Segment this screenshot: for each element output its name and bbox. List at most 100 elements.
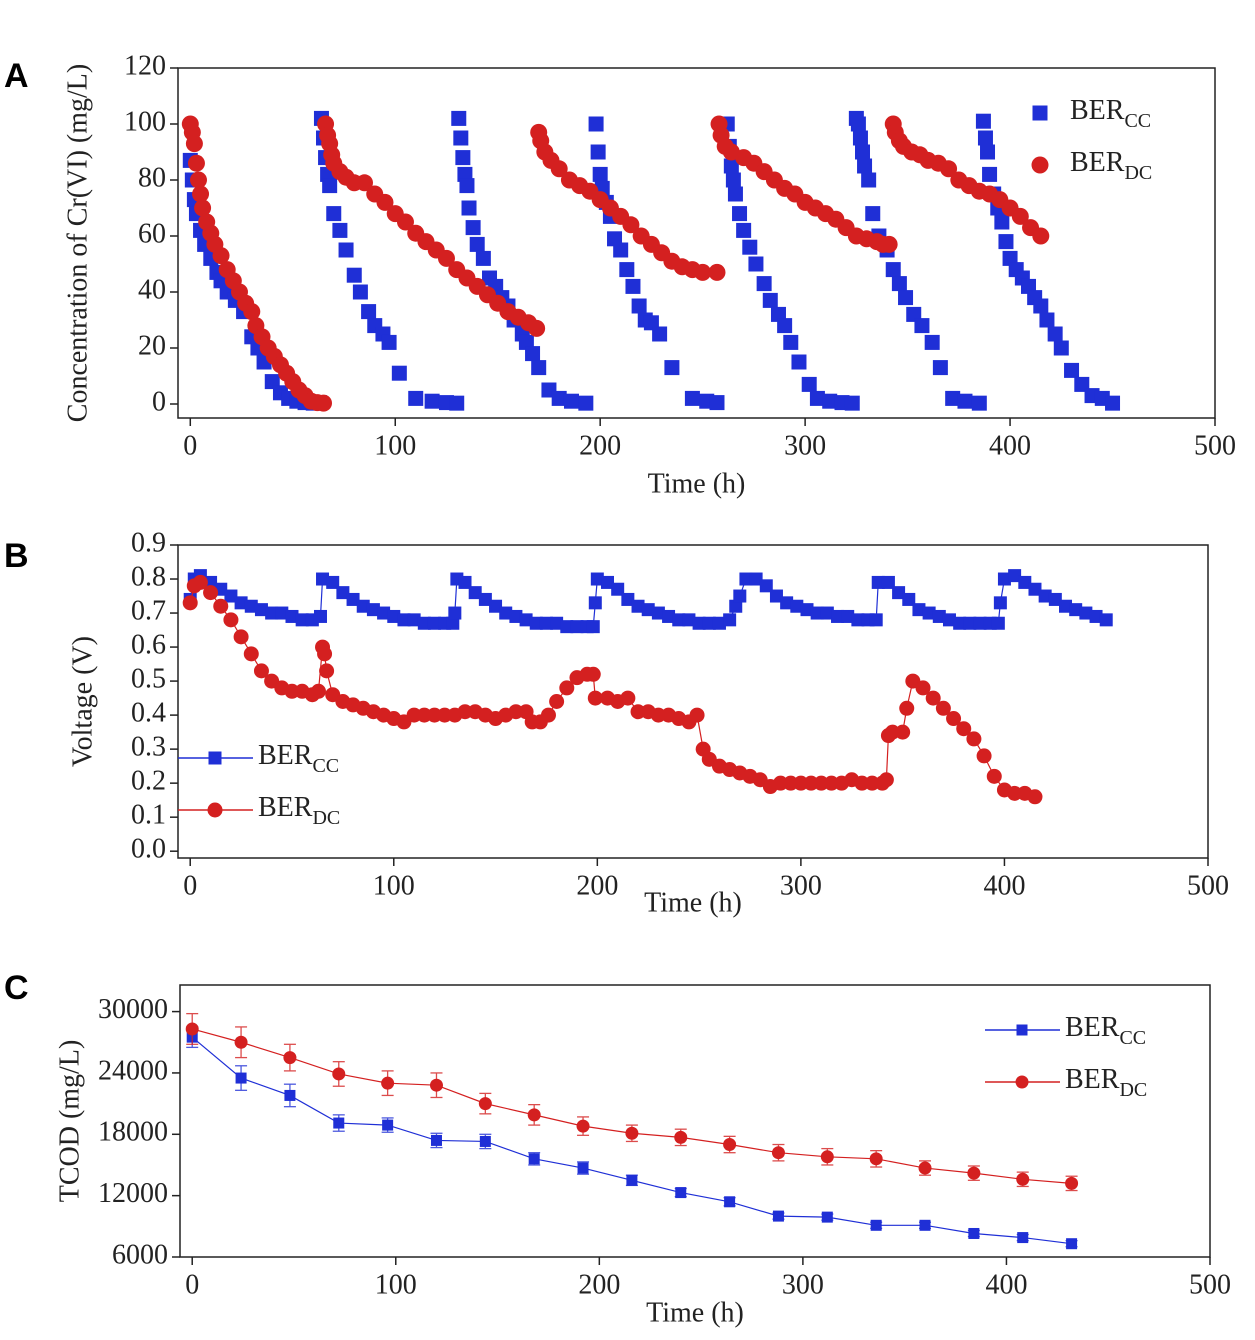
marker-square — [682, 613, 696, 627]
x-tick-label: 500 — [1187, 870, 1229, 901]
plot-frame — [179, 984, 1211, 1258]
marker-circle — [550, 160, 568, 178]
marker-square — [783, 334, 799, 350]
marker-square — [316, 572, 330, 586]
marker-square — [631, 298, 647, 314]
marker-square — [822, 393, 838, 409]
marker-square — [631, 599, 645, 613]
marker-square — [489, 599, 503, 613]
marker-circle — [1027, 789, 1043, 805]
marker-square — [932, 609, 946, 623]
marker-square — [453, 130, 469, 146]
marker-square — [919, 1219, 931, 1231]
marker-circle — [207, 802, 223, 818]
y-tick-label: 30000 — [98, 994, 168, 1025]
marker-square — [382, 1119, 394, 1131]
marker-square — [1048, 592, 1062, 606]
x-tick-label: 0 — [185, 1269, 199, 1300]
x-axis-title: Time (h) — [648, 468, 746, 499]
legend-subscript: CC — [312, 755, 339, 777]
y-axis-title: TCOD (mg/L) — [54, 1040, 85, 1203]
marker-square — [590, 144, 606, 160]
marker-square — [892, 586, 906, 600]
marker-circle — [771, 1146, 785, 1160]
marker-square — [831, 609, 845, 623]
marker-square — [769, 589, 783, 603]
marker-square — [352, 284, 368, 300]
legend-name: BER — [1065, 1064, 1120, 1095]
legend-name: BER — [258, 792, 313, 823]
marker-square — [725, 172, 741, 188]
marker-square — [810, 606, 824, 620]
marker-square — [528, 1153, 540, 1165]
marker-circle — [315, 394, 333, 412]
marker-square — [1016, 1024, 1028, 1036]
marker-square — [588, 116, 604, 132]
marker-circle — [622, 216, 640, 234]
y-tick-label: 80 — [138, 162, 166, 193]
legend-name: BER — [1065, 1012, 1120, 1043]
marker-square — [922, 606, 936, 620]
marker-square — [590, 572, 604, 586]
marker-square — [971, 395, 987, 411]
marker-square — [759, 579, 773, 593]
marker-square — [326, 206, 342, 222]
marker-circle — [976, 748, 992, 764]
marker-square — [963, 616, 977, 630]
marker-square — [451, 110, 467, 126]
marker-square — [809, 390, 825, 406]
marker-square — [531, 360, 547, 376]
marker-square — [723, 158, 739, 174]
marker-circle — [203, 585, 219, 601]
marker-square — [519, 613, 533, 627]
x-tick-label: 100 — [375, 1269, 417, 1300]
marker-square — [664, 360, 680, 376]
marker-square — [550, 616, 564, 630]
marker-square — [588, 596, 602, 610]
marker-square — [601, 575, 615, 589]
marker-circle — [527, 1108, 541, 1122]
marker-square — [377, 606, 391, 620]
marker-square — [756, 276, 772, 292]
x-tick-label: 100 — [373, 870, 415, 901]
marker-square — [732, 206, 748, 222]
marker-square — [475, 250, 491, 266]
x-tick-label: 300 — [780, 870, 822, 901]
marker-circle — [192, 574, 208, 590]
marker-square — [994, 214, 1010, 230]
marker-square — [234, 596, 248, 610]
marker-square — [427, 616, 441, 630]
marker-square — [275, 606, 289, 620]
marker-square — [850, 116, 866, 132]
marker-square — [529, 616, 543, 630]
marker-circle — [192, 185, 210, 203]
marker-square — [736, 222, 752, 238]
marker-square — [749, 572, 763, 586]
y-tick-label: 6000 — [112, 1239, 168, 1270]
x-tick-label: 500 — [1194, 430, 1236, 461]
marker-circle — [317, 646, 333, 662]
marker-circle — [869, 1152, 883, 1166]
marker-square — [208, 751, 222, 765]
marker-square — [672, 613, 686, 627]
marker-circle — [233, 629, 249, 645]
marker-square — [861, 172, 877, 188]
marker-circle — [182, 595, 198, 611]
marker-square — [772, 1210, 784, 1222]
marker-square — [777, 318, 793, 334]
x-tick-label: 100 — [374, 430, 416, 461]
marker-circle — [587, 690, 603, 706]
marker-square — [539, 616, 553, 630]
marker-circle — [243, 646, 259, 662]
y-tick-label: 0.6 — [131, 629, 166, 660]
marker-square — [762, 292, 778, 308]
legend-label: BERCC — [1070, 95, 1151, 131]
x-axis-title: Time (h) — [644, 887, 742, 918]
legend-subscript: DC — [1119, 1079, 1147, 1101]
marker-circle — [940, 160, 958, 178]
y-axis-title: Voltage (V) — [67, 636, 98, 767]
marker-square — [733, 589, 747, 603]
marker-square — [780, 596, 794, 610]
marker-square — [469, 236, 485, 252]
marker-square — [332, 222, 348, 238]
